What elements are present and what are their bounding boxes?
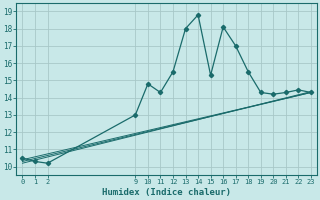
X-axis label: Humidex (Indice chaleur): Humidex (Indice chaleur) (102, 188, 231, 197)
